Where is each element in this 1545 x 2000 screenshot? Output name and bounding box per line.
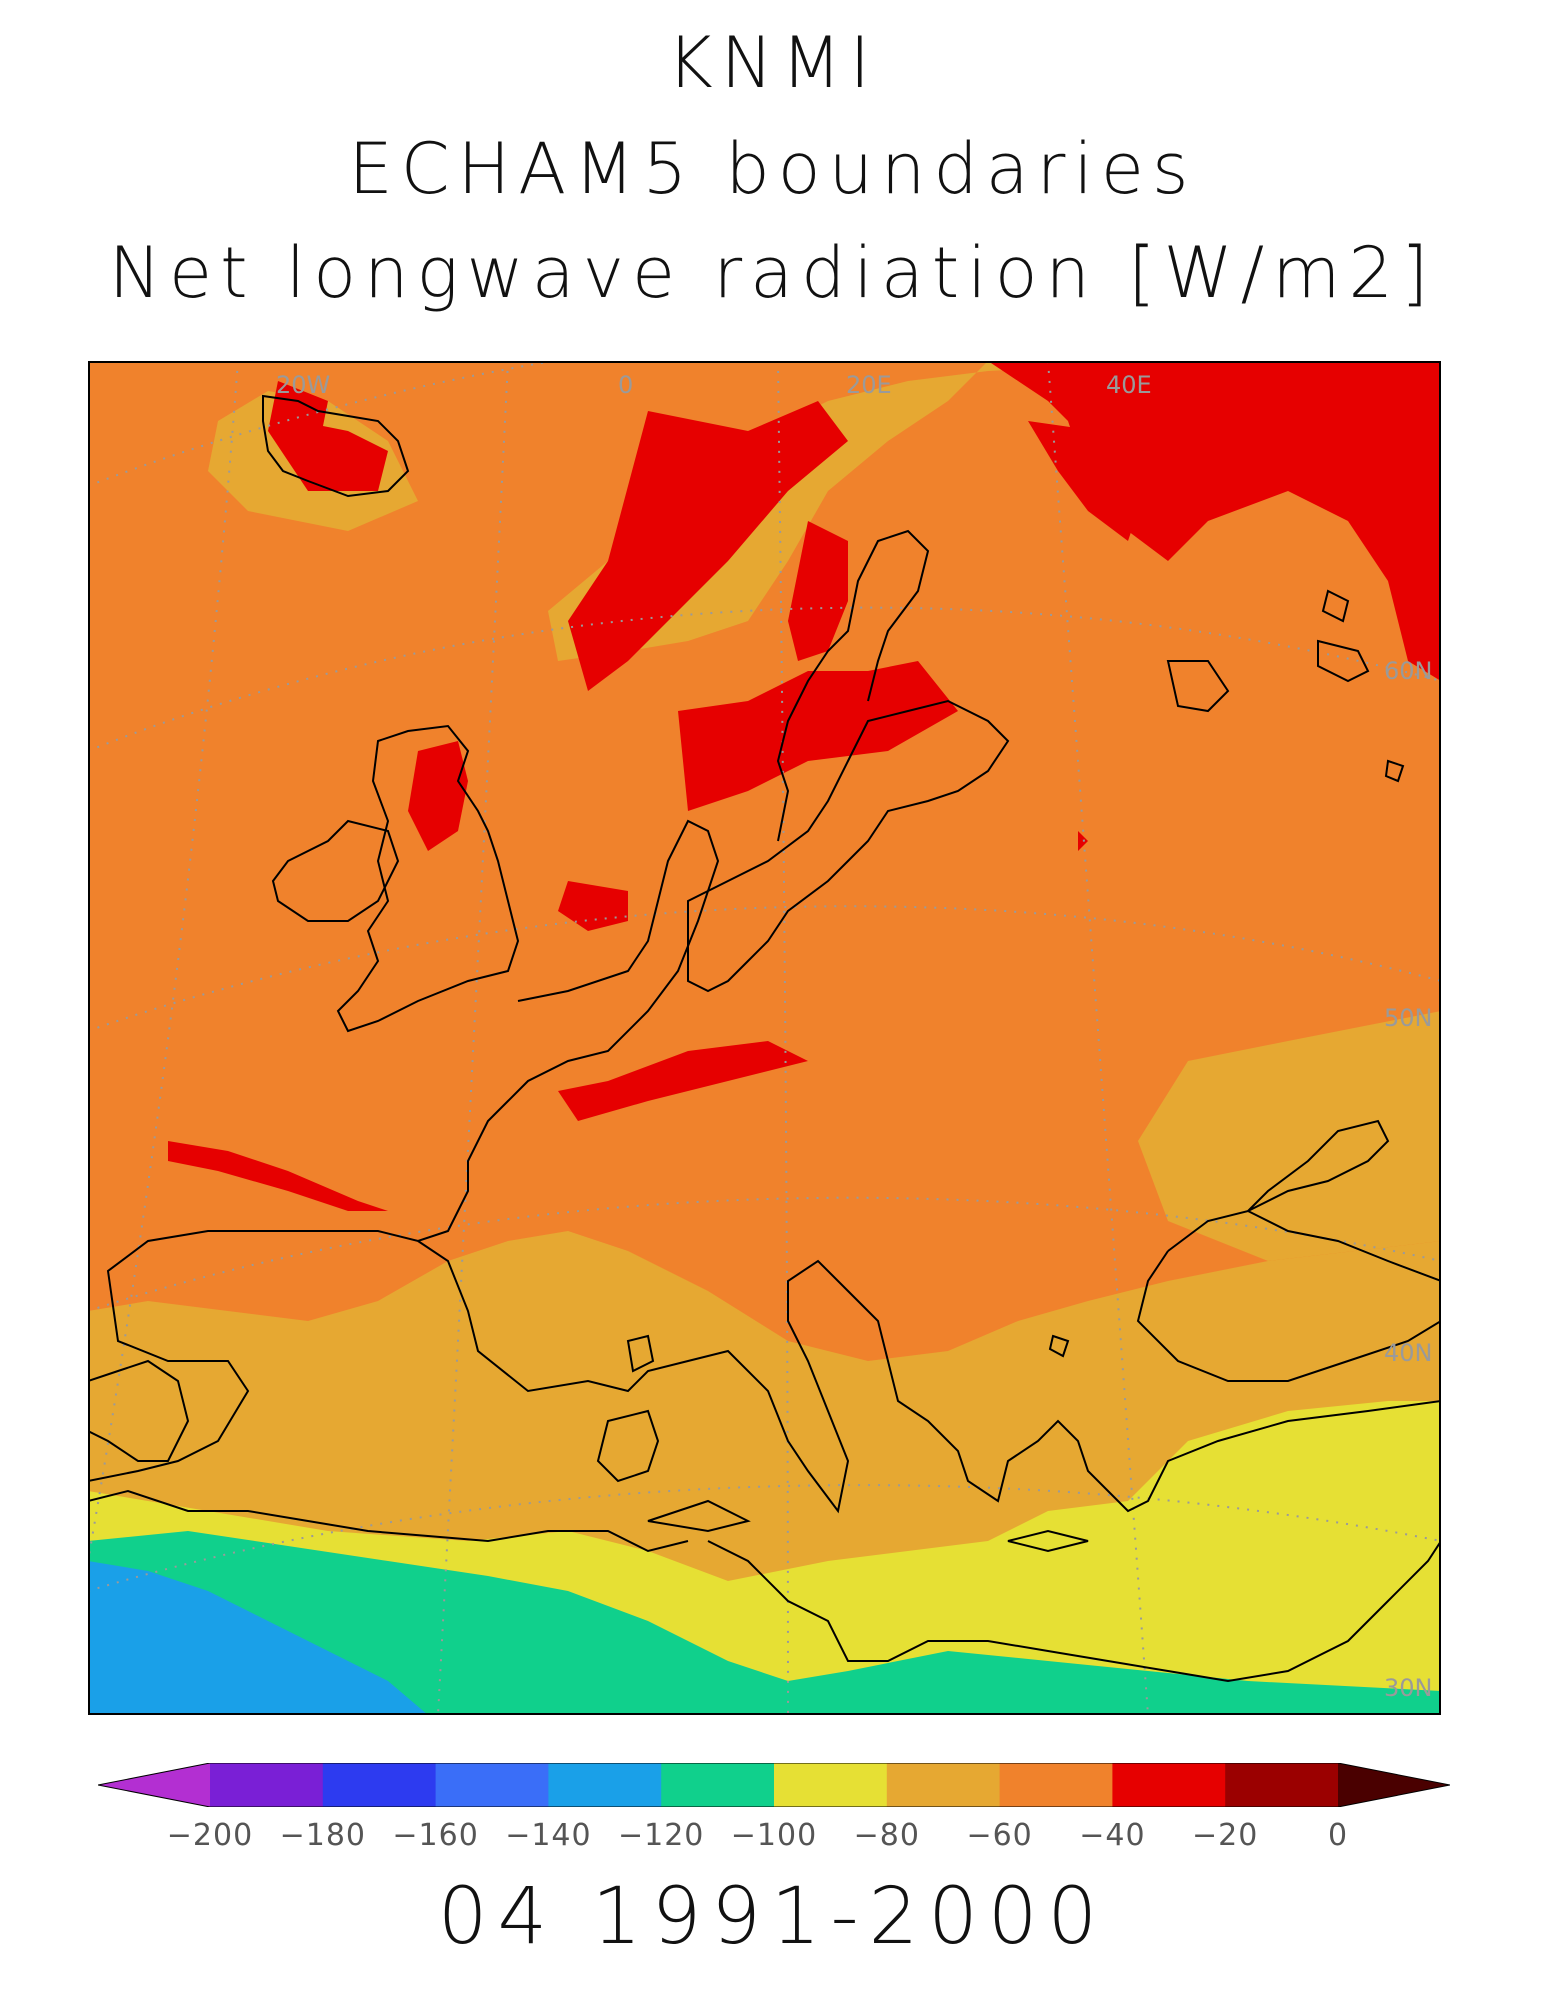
- colorbar-tick-label: −40: [1079, 1818, 1146, 1853]
- map-border: [88, 361, 1441, 1715]
- colorbar-swatch: [999, 1763, 1113, 1807]
- colorbar-tick-label: −160: [392, 1818, 479, 1853]
- colorbar-tick-label: −80: [853, 1818, 920, 1853]
- field-band-100-120: [88, 1531, 1441, 1715]
- colorbar-tick-label: −180: [279, 1818, 366, 1853]
- colorbar-swatch: [1338, 1763, 1450, 1807]
- title-line-2: ECHAM5 boundaries: [348, 128, 1197, 210]
- colorbar: [98, 1763, 1450, 1807]
- colorbar-tick-label: −100: [730, 1818, 818, 1853]
- colorbar-swatch: [435, 1763, 549, 1807]
- coastlines: [88, 394, 1441, 1683]
- colorbar-swatch: [886, 1763, 1001, 1807]
- colorbar-tick-label: 0: [1327, 1818, 1349, 1853]
- grid-label-50n: 50N: [1384, 1004, 1433, 1032]
- colorbar-swatch: [98, 1763, 210, 1807]
- field-band-40-20: [168, 361, 1441, 1211]
- colorbar-swatch: [661, 1763, 775, 1807]
- colorbar-swatch: [774, 1763, 888, 1807]
- colorbar-tick-label: −140: [505, 1818, 592, 1853]
- colorbar-swatch: [322, 1763, 437, 1807]
- grid-label-60n: 60N: [1384, 657, 1433, 685]
- grid-label-0: 0: [618, 371, 633, 399]
- field-norwegian-sea: [548, 361, 1188, 661]
- graticule: [88, 361, 1441, 1715]
- colorbar-tick-label: −60: [966, 1818, 1033, 1853]
- colorbar-tick-label: −120: [617, 1818, 705, 1853]
- europe-map: 20W 0 20E 40E 60N 50N 40N 30N: [88, 361, 1441, 1715]
- field-band-120-140: [88, 1561, 428, 1715]
- colorbar-swatch: [1225, 1763, 1339, 1807]
- grid-label-40n: 40N: [1384, 1339, 1433, 1367]
- colorbar-swatch: [210, 1763, 324, 1807]
- grid-label-30n: 30N: [1384, 1674, 1433, 1702]
- colorbar-swatch: [1112, 1763, 1226, 1807]
- grid-label-40e: 40E: [1106, 371, 1152, 399]
- colorbar-swatch: [548, 1763, 662, 1807]
- grid-label-20w: 20W: [276, 371, 330, 399]
- colorbar-tick-label: −20: [1192, 1818, 1259, 1853]
- title-line-1: KNMI: [666, 22, 879, 104]
- field-east-band: [1138, 1011, 1441, 1261]
- footer-period: 04 1991-2000: [437, 1872, 1108, 1962]
- title-line-3: Net longwave radiation [W/m2]: [108, 232, 1437, 314]
- colorbar-labels: −200 −180 −160 −140 −120 −100 −80 −60 −40 −20 0: [0, 1818, 1545, 1858]
- colorbar-tick-label: −200: [166, 1818, 254, 1853]
- grid-label-20e: 20E: [846, 371, 892, 399]
